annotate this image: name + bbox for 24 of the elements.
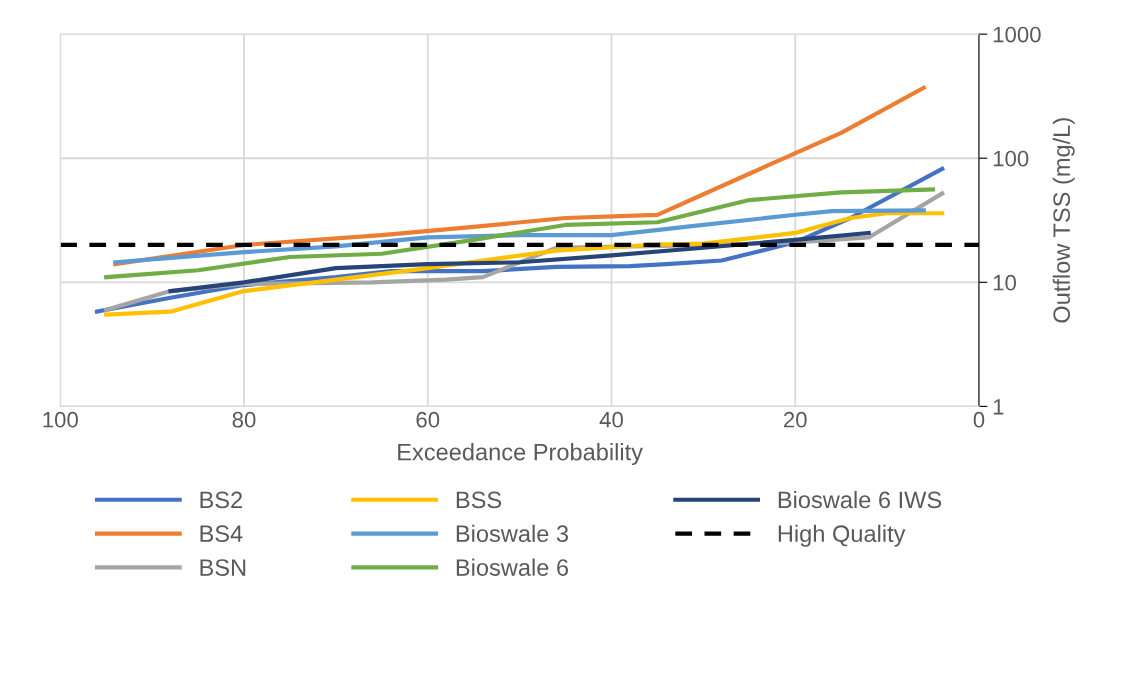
- y-tick-label: 10: [993, 274, 1016, 291]
- legend-label: Bioswale 6 IWS: [778, 490, 942, 509]
- legend-label: Bioswale 6: [456, 558, 569, 576]
- x-tick-label: 20: [783, 411, 807, 428]
- x-tick-label: 40: [599, 411, 623, 428]
- legend-label: High Quality: [778, 524, 906, 547]
- legend-label: BSN: [200, 559, 246, 576]
- legend-label: Bioswale 3: [456, 524, 569, 543]
- y-tick-label: 1000: [993, 26, 1041, 43]
- x-tick-label: 80: [232, 411, 256, 428]
- y-axis-title: Outflow TSS (mg/L): [1052, 118, 1075, 323]
- line-series: [168, 230, 871, 294]
- x-tick-label: 100: [43, 411, 78, 428]
- x-axis-title: Exceedance Probability: [398, 443, 643, 466]
- y-tick-label: 100: [993, 150, 1029, 167]
- legend-label: BSS: [456, 491, 502, 509]
- legend-label: BS4: [200, 525, 243, 543]
- x-tick-label: 0: [973, 411, 985, 428]
- line-series: [113, 85, 926, 267]
- line-series: [104, 187, 936, 280]
- y-tick-label: 1: [993, 399, 1004, 415]
- legend-label: BS2: [200, 491, 243, 509]
- line-series: [113, 208, 926, 265]
- x-tick-label: 60: [416, 411, 440, 428]
